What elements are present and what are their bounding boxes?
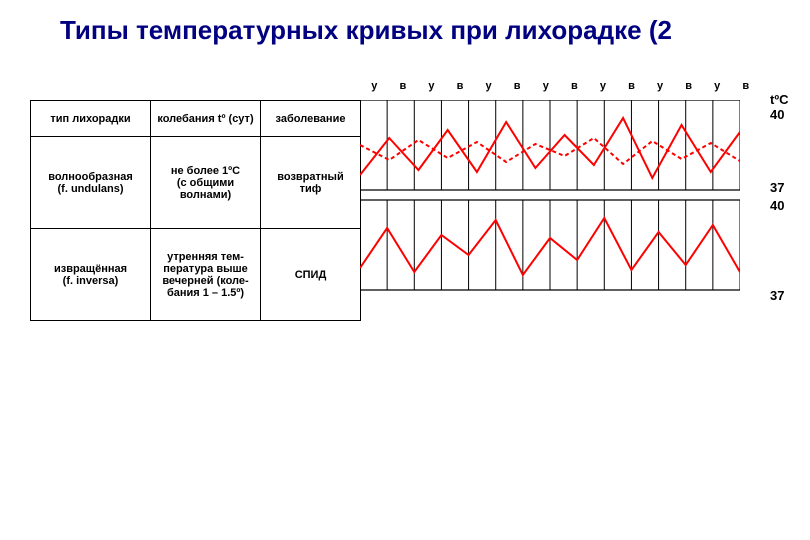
uv-label-v: в [503,80,532,92]
r1-type: волнообразная(f. undulans) [31,137,151,229]
r2-disease: СПИД [261,229,361,321]
uv-label-u: у [703,80,732,92]
uv-label-u: у [646,80,675,92]
r1-disease: возвратныйтиф [261,137,361,229]
uv-label-u: у [531,80,560,92]
temperature-chart [360,100,740,300]
th-disease: заболевание [261,101,361,137]
uv-label-v: в [732,80,761,92]
uv-label-v: в [389,80,418,92]
label-r2-top: 40 [770,198,784,213]
r2-type: извращённая(f. inversa) [31,229,151,321]
label-r1-top: tºC40 [770,92,788,122]
label-r1-bot: 37 [770,180,784,195]
uv-label-v: в [617,80,646,92]
uv-label-u: у [474,80,503,92]
uv-label-v: в [446,80,475,92]
page-title: Типы температурных кривых при лихорадке … [60,15,810,46]
uv-label-u: у [360,80,389,92]
th-type: тип лихорадки [31,101,151,137]
content-area: тип лихорадки колебания tº (сут) заболев… [30,100,361,321]
r1-fluct: не более 1ºС(с общимиволнами) [151,137,261,229]
chart-area: увувувувувувув [360,86,760,316]
uv-label-u: у [417,80,446,92]
uv-label-v: в [674,80,703,92]
th-fluct: колебания tº (сут) [151,101,261,137]
fever-table: тип лихорадки колебания tº (сут) заболев… [30,100,361,321]
uv-label-v: в [560,80,589,92]
label-r2-bot: 37 [770,288,784,303]
r2-fluct: утренняя тем-пература вышевечерней (коле… [151,229,261,321]
uv-labels: увувувувувувув [360,80,760,92]
uv-label-u: у [589,80,618,92]
